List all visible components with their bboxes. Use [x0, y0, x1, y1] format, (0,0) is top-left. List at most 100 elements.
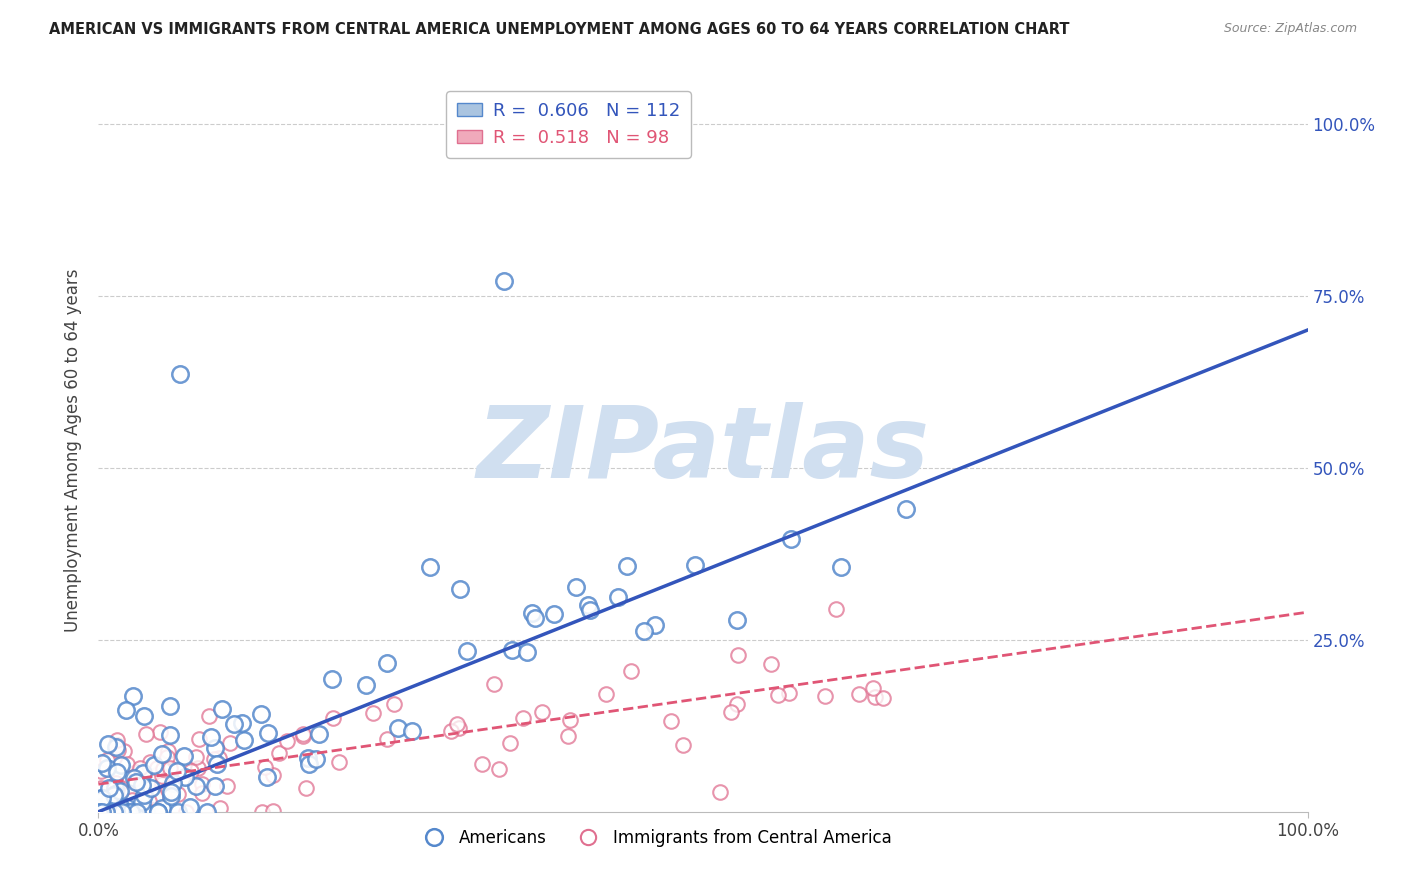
Point: [780, 532, 803, 546]
Point: [108, 784, 131, 798]
Point: [96, 789, 118, 804]
Point: [308, 727, 330, 741]
Point: [256, 770, 278, 784]
Point: [401, 724, 423, 739]
Point: [169, 367, 191, 381]
Point: [558, 714, 581, 728]
Point: [179, 799, 201, 814]
Point: [138, 794, 160, 808]
Point: [579, 602, 602, 616]
Point: [262, 804, 284, 818]
Point: [848, 687, 870, 701]
Point: [122, 689, 145, 703]
Point: [89, 805, 111, 819]
Point: [91, 805, 114, 819]
Point: [222, 717, 245, 731]
Text: Source: ZipAtlas.com: Source: ZipAtlas.com: [1223, 22, 1357, 36]
Point: [132, 788, 155, 802]
Point: [761, 657, 783, 671]
Point: [198, 708, 221, 723]
Point: [173, 770, 195, 784]
Point: [150, 769, 173, 783]
Point: [204, 741, 226, 756]
Point: [98, 789, 121, 804]
Point: [375, 656, 398, 670]
Point: [523, 611, 546, 625]
Point: [112, 744, 135, 758]
Point: [672, 738, 695, 752]
Point: [167, 787, 190, 801]
Point: [292, 730, 315, 744]
Point: [97, 805, 120, 819]
Point: [159, 699, 181, 714]
Point: [516, 645, 538, 659]
Point: [139, 780, 162, 795]
Point: [93, 805, 115, 819]
Point: [565, 581, 588, 595]
Point: [146, 805, 169, 819]
Point: [363, 706, 385, 721]
Point: [482, 677, 505, 691]
Point: [156, 782, 179, 797]
Point: [132, 803, 155, 817]
Point: [110, 781, 132, 796]
Point: [150, 747, 173, 761]
Point: [162, 776, 184, 790]
Point: [94, 805, 117, 819]
Point: [112, 787, 135, 801]
Point: [117, 786, 139, 800]
Point: [202, 752, 225, 766]
Point: [90, 756, 112, 771]
Point: [709, 784, 731, 798]
Point: [97, 737, 120, 751]
Point: [145, 761, 167, 775]
Point: [530, 705, 553, 719]
Point: [267, 747, 290, 761]
Point: [89, 792, 111, 806]
Point: [208, 750, 231, 764]
Point: [139, 755, 162, 769]
Point: [89, 800, 111, 814]
Point: [328, 756, 350, 770]
Point: [105, 738, 128, 752]
Point: [262, 768, 284, 782]
Point: [298, 757, 321, 772]
Point: [150, 777, 173, 791]
Point: [98, 797, 121, 812]
Point: [375, 731, 398, 746]
Point: [499, 736, 522, 750]
Legend: Americans, Immigrants from Central America: Americans, Immigrants from Central Ameri…: [411, 822, 898, 854]
Point: [105, 805, 128, 819]
Point: [863, 690, 886, 704]
Point: [87, 805, 110, 819]
Point: [188, 731, 211, 746]
Point: [180, 764, 202, 779]
Point: [150, 801, 173, 815]
Point: [90, 781, 112, 796]
Point: [607, 591, 630, 605]
Point: [205, 757, 228, 772]
Point: [250, 707, 273, 722]
Point: [135, 726, 157, 740]
Point: [101, 805, 124, 819]
Point: [131, 796, 153, 810]
Point: [121, 805, 143, 819]
Point: [184, 780, 207, 794]
Point: [121, 793, 143, 807]
Point: [115, 756, 138, 771]
Point: [145, 789, 167, 803]
Y-axis label: Unemployment Among Ages 60 to 64 years: Unemployment Among Ages 60 to 64 years: [63, 268, 82, 632]
Point: [720, 705, 742, 719]
Point: [104, 739, 127, 754]
Point: [184, 750, 207, 764]
Point: [105, 732, 128, 747]
Point: [139, 805, 162, 819]
Point: [146, 805, 169, 819]
Point: [520, 607, 543, 621]
Point: [93, 805, 115, 819]
Point: [446, 716, 468, 731]
Point: [157, 744, 180, 758]
Point: [219, 736, 242, 750]
Point: [294, 780, 316, 795]
Point: [96, 805, 118, 819]
